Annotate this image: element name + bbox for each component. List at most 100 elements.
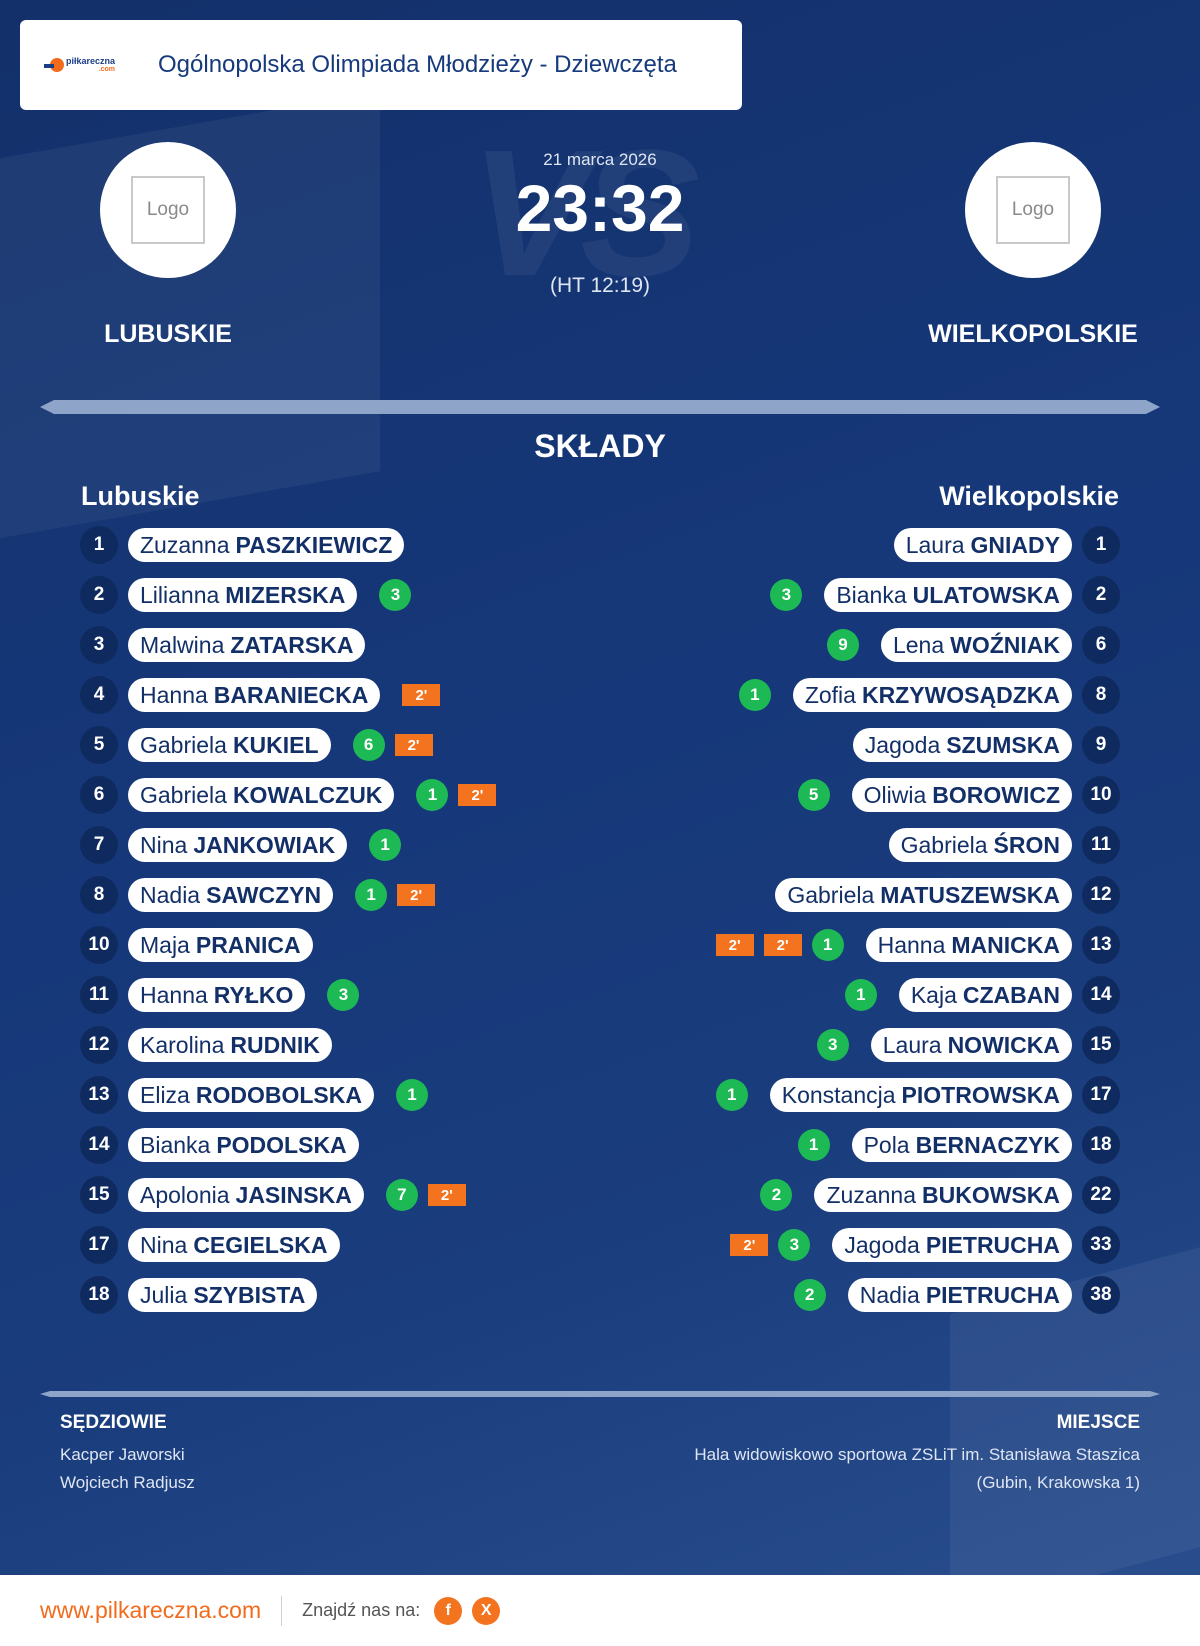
player-number: 7 — [80, 826, 118, 864]
player-name: Oliwia BOROWICZ — [851, 778, 1072, 812]
right-player-row: 15 Laura NOWICKA 3 — [816, 1025, 1120, 1065]
right-player-row: 33 Jagoda PIETRUCHA 3 2' — [730, 1225, 1120, 1265]
player-first-name: Zofia — [804, 681, 856, 708]
player-name: Hanna RYŁKO — [128, 978, 306, 1012]
player-name: Apolonia JASINSKA — [128, 1178, 364, 1212]
player-first-name: Karolina — [140, 1031, 225, 1058]
player-name: Jagoda PIETRUCHA — [832, 1228, 1072, 1262]
goals-badge: 3 — [379, 579, 412, 611]
player-number: 14 — [80, 1126, 118, 1164]
player-name: Bianka PODOLSKA — [128, 1128, 359, 1162]
right-player-row: 9 Jagoda SZUMSKA — [852, 725, 1120, 765]
player-first-name: Laura — [882, 1031, 942, 1058]
divider — [40, 400, 1160, 414]
player-number: 11 — [80, 976, 118, 1014]
player-last-name: MIZERSKA — [225, 581, 346, 608]
player-number: 17 — [1082, 1076, 1120, 1114]
left-player-row: 6 Gabriela KOWALCZUK 1 2' — [80, 775, 497, 815]
goals-badge: 1 — [715, 1079, 748, 1111]
player-first-name: Hanna — [140, 681, 208, 708]
player-number: 13 — [1082, 926, 1120, 964]
player-last-name: PIETRUCHA — [925, 1281, 1060, 1308]
website-link[interactable]: www.pilkareczna.com — [40, 1597, 262, 1623]
player-last-name: PIETRUCHA — [925, 1231, 1060, 1258]
player-name: Eliza RODOBOLSKA — [128, 1078, 374, 1112]
player-number: 5 — [80, 726, 118, 764]
away-team-name: WIELKOPOLSKIE — [928, 320, 1138, 348]
venue-address: (Gubin, Krakowska 1) — [976, 1473, 1140, 1492]
player-number: 9 — [1082, 726, 1120, 764]
player-first-name: Konstancja — [781, 1081, 896, 1108]
left-player-row: 17 Nina CEGIELSKA — [80, 1225, 340, 1265]
player-number: 15 — [1082, 1026, 1120, 1064]
player-first-name: Apolonia — [140, 1181, 230, 1208]
suspension-badge: 2' — [458, 784, 497, 806]
left-player-row: 15 Apolonia JASINSKA 7 2' — [80, 1175, 466, 1215]
player-first-name: Bianka — [140, 1131, 211, 1158]
player-number: 6 — [80, 776, 118, 814]
player-first-name: Hanna — [140, 981, 208, 1008]
player-last-name: PIOTROWSKA — [901, 1081, 1060, 1108]
left-player-row: 2 Lilianna MIZERSKA 3 — [80, 575, 412, 615]
goals-badge: 1 — [738, 679, 771, 711]
player-number: 1 — [80, 526, 118, 564]
left-player-row: 12 Karolina RUDNIK — [80, 1025, 332, 1065]
right-player-row: 6 Lena WOŹNIAK 9 — [826, 625, 1120, 665]
player-number: 22 — [1082, 1176, 1120, 1214]
player-last-name: KRZYWOSĄDZKA — [861, 681, 1060, 708]
goals-badge: 1 — [416, 779, 449, 811]
player-last-name: RUDNIK — [230, 1031, 320, 1058]
player-first-name: Jagoda — [844, 1231, 920, 1258]
player-last-name: BARANIECKA — [213, 681, 369, 708]
right-player-row: 13 Hanna MANICKA 1 2' 2' — [715, 925, 1120, 965]
player-first-name: Gabriela — [900, 831, 988, 858]
left-player-row: 5 Gabriela KUKIEL 6 2' — [80, 725, 433, 765]
player-last-name: SAWCZYN — [206, 881, 322, 908]
left-player-row: 7 Nina JANKOWIAK 1 — [80, 825, 402, 865]
player-number: 10 — [80, 926, 118, 964]
player-last-name: BUKOWSKA — [922, 1181, 1060, 1208]
player-number: 2 — [80, 576, 118, 614]
player-last-name: RODOBOLSKA — [195, 1081, 362, 1108]
vs-watermark: VS — [470, 113, 700, 314]
player-last-name: PASZKIEWICZ — [235, 531, 393, 558]
right-player-row: 22 Zuzanna BUKOWSKA 2 — [760, 1175, 1120, 1215]
home-team-logo: Logo — [100, 142, 236, 278]
player-name: Malwina ZATARSKA — [128, 628, 366, 662]
player-last-name: MANICKA — [951, 931, 1060, 958]
right-player-row: 38 Nadia PIETRUCHA 2 — [793, 1275, 1120, 1315]
referee-name: Kacper Jaworski — [60, 1445, 185, 1464]
suspension-badge: 2' — [402, 684, 441, 706]
player-first-name: Gabriela — [787, 881, 875, 908]
player-first-name: Bianka — [836, 581, 907, 608]
x-icon[interactable]: X — [472, 1596, 501, 1625]
suspension-badge: 2' — [730, 1234, 769, 1256]
player-last-name: PODOLSKA — [216, 1131, 347, 1158]
player-last-name: BOROWICZ — [932, 781, 1060, 808]
suspension-badge: 2' — [763, 934, 802, 956]
player-last-name: CZABAN — [962, 981, 1060, 1008]
player-first-name: Zuzanna — [140, 531, 230, 558]
section-title: SKŁADY — [534, 428, 666, 464]
venue-title: MIEJSCE — [1056, 1412, 1140, 1433]
player-first-name: Pola — [863, 1131, 910, 1158]
player-number: 12 — [1082, 876, 1120, 914]
left-player-row: 14 Bianka PODOLSKA — [80, 1125, 359, 1165]
suspension-badge: 2' — [394, 734, 433, 756]
player-number: 6 — [1082, 626, 1120, 664]
goals-badge: 1 — [844, 979, 877, 1011]
player-name: Gabriela KUKIEL — [128, 728, 331, 762]
facebook-icon[interactable]: f — [434, 1596, 463, 1625]
left-player-row: 11 Hanna RYŁKO 3 — [80, 975, 360, 1015]
goals-badge: 3 — [770, 579, 803, 611]
player-first-name: Eliza — [140, 1081, 190, 1108]
player-first-name: Gabriela — [140, 781, 227, 808]
player-first-name: Nadia — [859, 1281, 920, 1308]
referees-title: SĘDZIOWIE — [60, 1412, 167, 1433]
player-last-name: CEGIELSKA — [193, 1231, 328, 1258]
player-name: Gabriela MATUSZEWSKA — [775, 878, 1072, 912]
right-player-row: 14 Kaja CZABAN 1 — [844, 975, 1120, 1015]
goals-badge: 1 — [369, 829, 402, 861]
player-first-name: Malwina — [140, 631, 225, 658]
